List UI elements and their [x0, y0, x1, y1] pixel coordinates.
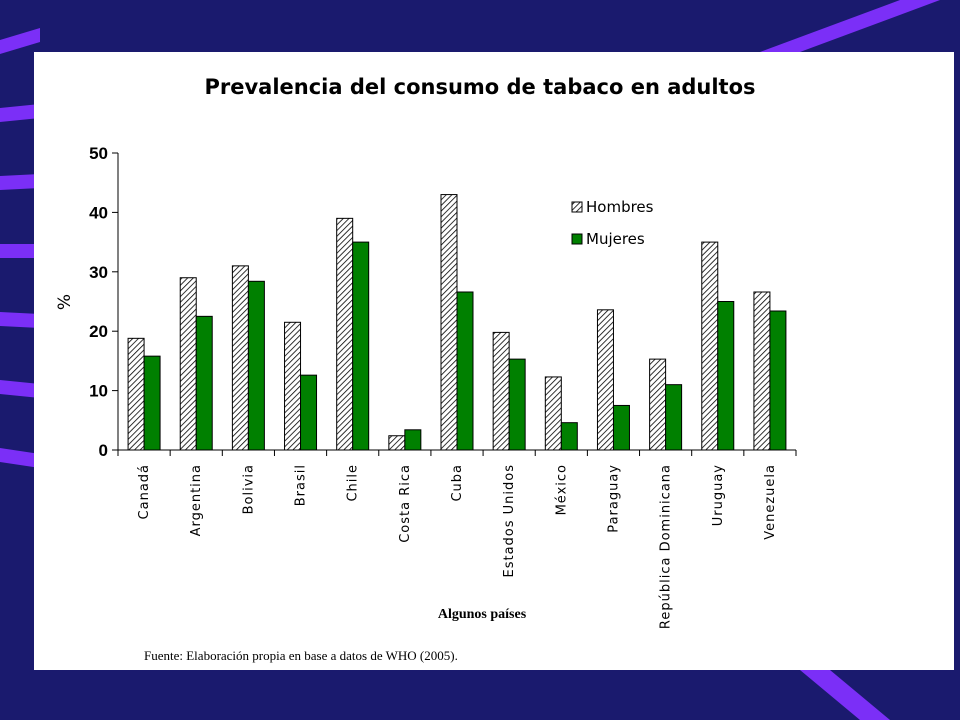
- bar-mujeres-0: [143, 355, 161, 451]
- bar-hombres-9: [596, 309, 614, 451]
- category-label-4: Chile: [346, 464, 361, 502]
- y-axis-label: %: [55, 294, 75, 310]
- bar-chart: Prevalencia del consumo de tabaco en adu…: [55, 75, 797, 663]
- bar-hombres-1: [179, 277, 197, 451]
- y-tick-label-50: 50: [89, 144, 108, 163]
- bar-hombres-6: [440, 194, 458, 451]
- chart-panel: Prevalencia del consumo de tabaco en adu…: [34, 52, 954, 670]
- bar-mujeres-6: [456, 291, 474, 451]
- axes: Canadá Argentina Bolivia Brasil Chile Costa R…: [89, 144, 797, 629]
- bar-mujeres-8: [560, 422, 578, 451]
- plot-area: [127, 194, 787, 451]
- bar-mujeres-12: [769, 310, 787, 451]
- legend-swatch-mujeres: [571, 233, 583, 245]
- bar-mujeres-4: [352, 241, 370, 451]
- bar-mujeres-9: [612, 404, 630, 451]
- bar-hombres-4: [336, 217, 354, 451]
- legend-swatch-hombres: [571, 201, 583, 213]
- category-label-12: Venezuela: [763, 464, 778, 540]
- bar-mujeres-10: [665, 384, 683, 451]
- y-tick-label-20: 20: [89, 322, 108, 341]
- bar-hombres-12: [753, 291, 771, 451]
- bar-hombres-7: [492, 331, 510, 451]
- bar-mujeres-5: [404, 429, 422, 451]
- category-label-9: Paraguay: [606, 464, 621, 533]
- legend-label-mujeres: Mujeres: [586, 230, 645, 248]
- category-label-0: Canadá: [137, 464, 152, 519]
- bar-hombres-0: [127, 337, 145, 451]
- bar-hombres-2: [231, 265, 249, 451]
- category-label-7: Estados Unidos: [502, 464, 517, 578]
- bar-hombres-11: [701, 241, 719, 451]
- bar-hombres-8: [544, 376, 562, 451]
- x-axis-label: Algunos países: [438, 607, 527, 622]
- category-label-2: Bolivia: [241, 464, 256, 514]
- y-tick-label-10: 10: [89, 382, 108, 401]
- bar-hombres-3: [284, 321, 302, 451]
- bar-mujeres-3: [300, 374, 318, 451]
- y-tick-label-30: 30: [89, 263, 108, 282]
- category-label-11: Uruguay: [711, 464, 726, 526]
- category-label-3: Brasil: [294, 464, 309, 506]
- bar-hombres-10: [649, 358, 667, 451]
- bar-mujeres-11: [717, 301, 735, 451]
- source-note: Fuente: Elaboración propia en base a dat…: [144, 648, 458, 663]
- category-label-8: México: [554, 464, 569, 515]
- bar-hombres-5: [388, 435, 406, 451]
- legend: Hombres Mujeres: [571, 198, 654, 248]
- bar-mujeres-2: [247, 280, 265, 451]
- bar-mujeres-7: [508, 358, 526, 451]
- y-tick-label-40: 40: [89, 203, 108, 222]
- category-label-1: Argentina: [189, 464, 204, 536]
- category-label-5: Costa Rica: [398, 464, 413, 543]
- chart-title: Prevalencia del consumo de tabaco en adu…: [204, 75, 755, 99]
- bar-mujeres-1: [195, 315, 213, 451]
- y-tick-label-0: 0: [99, 441, 108, 460]
- category-label-6: Cuba: [450, 464, 465, 502]
- legend-label-hombres: Hombres: [586, 198, 654, 216]
- category-label-10: República Dominicana: [659, 464, 674, 629]
